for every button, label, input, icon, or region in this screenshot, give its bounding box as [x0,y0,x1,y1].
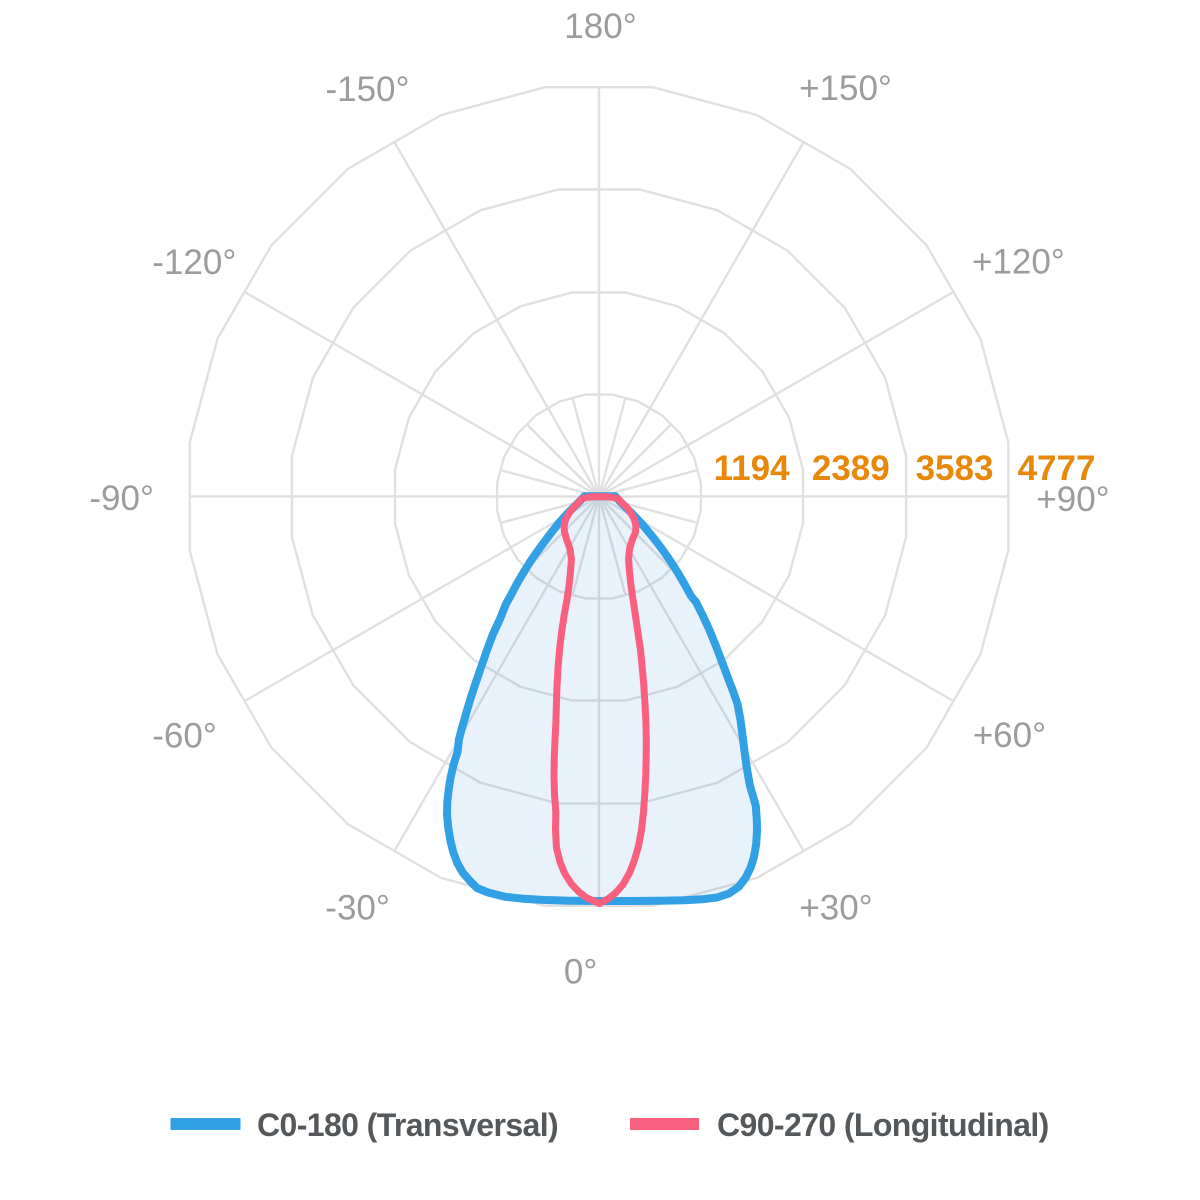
svg-text:-120°: -120° [152,243,236,282]
svg-text:+90°: +90° [1036,480,1109,519]
svg-text:-90°: -90° [89,479,154,518]
svg-text:1194: 1194 [714,449,790,488]
svg-text:C0-180 (Transversal): C0-180 (Transversal) [257,1107,558,1143]
svg-text:+60°: +60° [973,716,1046,755]
svg-text:-30°: -30° [325,889,390,928]
svg-text:+30°: +30° [799,889,872,928]
svg-text:3583: 3583 [916,449,994,488]
svg-text:180°: 180° [564,7,636,46]
svg-text:+150°: +150° [799,69,892,108]
svg-text:-60°: -60° [152,716,217,755]
svg-text:+120°: +120° [972,243,1065,282]
svg-text:C90-270 (Longitudinal): C90-270 (Longitudinal) [717,1107,1049,1143]
svg-text:0°: 0° [564,953,597,992]
svg-text:2389: 2389 [812,449,890,488]
svg-text:-150°: -150° [325,70,409,109]
svg-text:4777: 4777 [1018,449,1096,488]
